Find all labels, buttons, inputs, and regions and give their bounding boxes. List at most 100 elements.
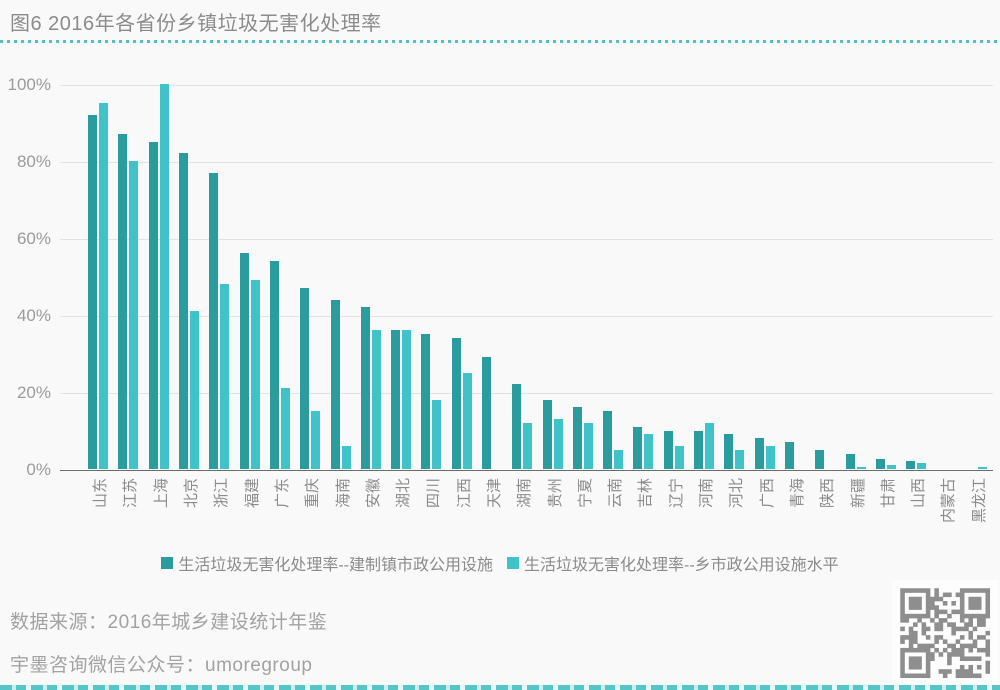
bar-group bbox=[507, 85, 537, 469]
x-label-cell: 宁夏 bbox=[568, 474, 598, 560]
y-tick-label: 20% bbox=[16, 383, 51, 402]
bar bbox=[360, 307, 370, 469]
x-tick-label: 宁夏 bbox=[576, 478, 594, 509]
bar-group bbox=[265, 85, 295, 469]
x-tick-label: 河北 bbox=[728, 478, 746, 509]
gridline bbox=[60, 239, 993, 240]
bar bbox=[190, 311, 200, 469]
bar bbox=[906, 461, 916, 469]
x-label-cell: 四川 bbox=[416, 474, 446, 560]
legend-swatch-dark-teal bbox=[161, 557, 174, 569]
bar-group bbox=[931, 85, 961, 469]
bar bbox=[451, 338, 461, 469]
title-divider-dotted-line bbox=[0, 40, 1000, 43]
bar bbox=[239, 253, 249, 469]
bar bbox=[512, 384, 522, 469]
bar bbox=[269, 261, 279, 469]
bar bbox=[391, 330, 401, 469]
bar bbox=[572, 407, 582, 469]
gridline bbox=[60, 316, 993, 317]
x-tick-label: 黑龙江 bbox=[970, 478, 988, 524]
x-label-cell: 陕西 bbox=[810, 474, 840, 560]
y-tick-label: 40% bbox=[16, 306, 51, 325]
bar bbox=[421, 334, 431, 469]
legend-item-villages: 生活垃圾无害化处理率--乡市政公用设施水平 bbox=[507, 551, 839, 575]
bar bbox=[875, 459, 885, 469]
bar-group bbox=[659, 85, 689, 469]
bar bbox=[159, 84, 169, 469]
x-tick-label: 新疆 bbox=[849, 478, 867, 509]
qr-code bbox=[892, 580, 998, 686]
bar-group bbox=[113, 85, 143, 469]
bar-group bbox=[477, 85, 507, 469]
x-tick-label: 天津 bbox=[486, 478, 503, 509]
x-tick-label: 湖南 bbox=[516, 478, 534, 509]
bar bbox=[674, 445, 684, 469]
x-label-cell: 内蒙古 bbox=[931, 474, 961, 560]
x-tick-label: 浙江 bbox=[213, 478, 231, 509]
x-label-cell: 贵州 bbox=[537, 474, 567, 560]
bar bbox=[583, 422, 593, 469]
gridline bbox=[60, 85, 993, 86]
legend-label: 生活垃圾无害化处理率--建制镇市政公用设施 bbox=[178, 557, 493, 574]
bar bbox=[311, 411, 321, 469]
x-tick-label: 贵州 bbox=[546, 478, 564, 509]
data-source-text: 数据来源：2016年城乡建设统计年鉴 bbox=[10, 612, 328, 633]
bar-group bbox=[568, 85, 598, 469]
bar bbox=[341, 445, 351, 469]
bar bbox=[644, 434, 654, 469]
bar bbox=[663, 430, 673, 469]
x-tick-label: 辽宁 bbox=[667, 478, 685, 509]
bar bbox=[209, 172, 219, 469]
bar bbox=[633, 426, 643, 469]
bar-group bbox=[780, 85, 810, 469]
bar bbox=[603, 411, 613, 469]
bar-group bbox=[234, 85, 264, 469]
x-label-cell: 山东 bbox=[83, 474, 113, 560]
bar-group bbox=[537, 85, 567, 469]
bar-group bbox=[598, 85, 628, 469]
bar bbox=[614, 449, 624, 469]
y-tick-label: 0% bbox=[26, 460, 51, 479]
bar-group bbox=[901, 85, 931, 469]
x-label-cell: 河北 bbox=[719, 474, 749, 560]
bar-group bbox=[325, 85, 355, 469]
x-axis-line bbox=[60, 470, 993, 471]
legend-swatch-light-teal bbox=[507, 557, 519, 569]
x-tick-label: 福建 bbox=[243, 478, 261, 509]
bar bbox=[815, 449, 825, 469]
bar-group bbox=[750, 85, 780, 469]
x-tick-label: 北京 bbox=[183, 478, 201, 509]
x-tick-label: 河南 bbox=[698, 478, 716, 509]
bar bbox=[694, 430, 704, 469]
legend-label: 生活垃圾无害化处理率--乡市政公用设施水平 bbox=[524, 557, 839, 574]
x-label-cell: 青海 bbox=[780, 474, 810, 560]
bar-group bbox=[628, 85, 658, 469]
bar bbox=[462, 372, 472, 469]
x-tick-label: 云南 bbox=[607, 478, 625, 509]
bar bbox=[330, 299, 340, 469]
x-tick-label: 安徽 bbox=[364, 478, 382, 509]
bar bbox=[784, 442, 794, 469]
x-tick-label: 海南 bbox=[334, 478, 352, 509]
bar bbox=[845, 453, 855, 469]
x-label-cell: 福建 bbox=[234, 474, 264, 560]
x-tick-label: 吉林 bbox=[637, 478, 655, 509]
bar-group bbox=[144, 84, 174, 469]
x-label-cell: 广东 bbox=[265, 474, 295, 560]
bar bbox=[220, 284, 230, 469]
bar bbox=[99, 103, 109, 469]
x-label-cell: 安徽 bbox=[356, 474, 386, 560]
x-tick-label: 内蒙古 bbox=[940, 478, 958, 524]
x-label-cell: 浙江 bbox=[204, 474, 234, 560]
bar bbox=[88, 114, 98, 469]
x-label-cell: 云南 bbox=[598, 474, 628, 560]
x-label-cell: 山西 bbox=[901, 474, 931, 560]
x-tick-label: 广东 bbox=[273, 478, 291, 509]
bar bbox=[724, 434, 734, 469]
x-label-cell: 甘肃 bbox=[871, 474, 901, 560]
x-label-cell: 黑龙江 bbox=[962, 474, 992, 560]
bar-group bbox=[962, 85, 992, 469]
x-label-cell: 上海 bbox=[144, 474, 174, 560]
bar-group bbox=[83, 85, 113, 469]
